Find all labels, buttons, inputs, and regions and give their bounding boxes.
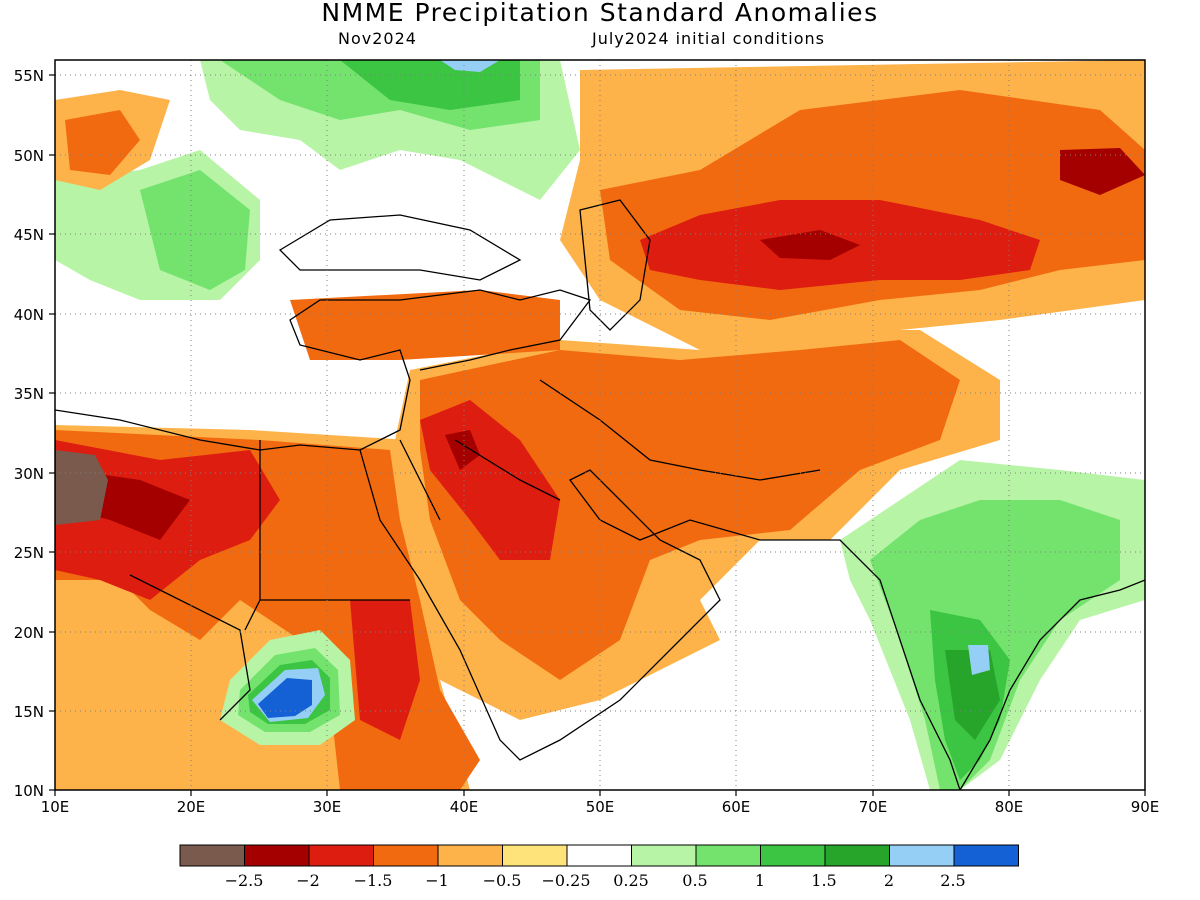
colorbar-label: 0.5 [682, 871, 707, 890]
anomaly-region-russia-pos2 [440, 60, 500, 72]
x-tick-label: 20E [177, 798, 206, 816]
anomaly-region-red-sea-neg2 [350, 600, 420, 740]
colorbar-label: 1 [755, 871, 765, 890]
y-tick-label: 25N [14, 544, 44, 562]
y-tick-label: 40N [14, 306, 44, 324]
anomaly-region-india-pos2 [945, 650, 1000, 740]
colorbar [179, 844, 1019, 867]
x-tick-label: 80E [995, 798, 1024, 816]
x-tick-label: 50E [586, 798, 615, 816]
anomaly-region-libya-below-neg25 [55, 450, 108, 525]
colorbar-label: −0.5 [483, 871, 522, 890]
colorbar-label: −2 [296, 871, 320, 890]
y-tick-label: 20N [14, 624, 44, 642]
anomaly-region-russia-pos15 [340, 60, 520, 110]
colorbar-label: 1.5 [811, 871, 836, 890]
y-tick-label: 35N [14, 385, 44, 403]
x-axis-labels: 10E 20E 30E 40E 50E 60E 70E 80E 90E [41, 798, 1160, 816]
colorbar-label: −2.5 [225, 871, 264, 890]
y-tick-label: 15N [14, 703, 44, 721]
anomaly-region-central-asia-neg25 [760, 230, 860, 260]
x-tick-label: 70E [859, 798, 888, 816]
colorbar-label: 2.5 [940, 871, 965, 890]
colorbar-label: −0.25 [541, 871, 590, 890]
y-tick-label: 30N [14, 465, 44, 483]
colorbar-labels: −2.5 −2 −1.5 −1 −0.5 −0.25 0.25 0.5 1 1.… [225, 871, 966, 890]
anomaly-region-far-east-neg25 [1060, 148, 1145, 195]
x-tick-label: 10E [41, 798, 70, 816]
colorbar-swatch [308, 844, 374, 867]
anomaly-region-middle-east-neg15 [420, 340, 960, 680]
colorbar-swatch [179, 844, 245, 867]
anomaly-region-turkey-neg15 [290, 290, 560, 360]
map-title: NMME Precipitation Standard Anomalies [321, 0, 879, 27]
y-axis-labels: 55N 50N 45N 40N 35N 30N 25N 20N 15N 10N [14, 67, 44, 800]
colorbar-swatch [502, 844, 568, 867]
anomaly-region-iraq-neg25 [445, 430, 480, 470]
colorbar-swatch [244, 844, 310, 867]
y-tick-label: 55N [14, 67, 44, 85]
y-tick-label: 45N [14, 226, 44, 244]
anomaly-region-balkans-pos1 [140, 170, 250, 290]
anomaly-region-western-europe-neg15 [65, 110, 140, 175]
gridlines [55, 60, 1145, 790]
colorbar-swatch [695, 844, 761, 867]
colorbar-swatch [889, 844, 955, 867]
x-tick-label: 90E [1131, 798, 1160, 816]
colorbar-label: −1.5 [354, 871, 393, 890]
colorbar-swatch [437, 844, 503, 867]
x-tick-label: 40E [450, 798, 479, 816]
colorbar-swatch [566, 844, 632, 867]
tick-marks [49, 74, 1146, 796]
forecast-month: Nov2024 [338, 29, 417, 48]
anomaly-region-sudan-pos25 [258, 678, 312, 718]
y-tick-label: 10N [14, 782, 44, 800]
colorbar-label: 0.25 [613, 871, 649, 890]
colorbar-swatch [373, 844, 439, 867]
colorbar-swatch [631, 844, 697, 867]
coastlines [55, 199, 1145, 790]
initial-conditions: July2024 initial conditions [592, 29, 825, 48]
colorbar-label: −1 [425, 871, 449, 890]
colorbar-swatch [824, 844, 890, 867]
x-tick-label: 60E [722, 798, 751, 816]
colorbar-label: 2 [884, 871, 894, 890]
colorbar-swatch [760, 844, 826, 867]
x-tick-label: 30E [313, 798, 342, 816]
colorbar-swatch [953, 844, 1019, 867]
anomaly-region-india-pos25 [968, 645, 990, 675]
y-tick-label: 50N [14, 147, 44, 165]
